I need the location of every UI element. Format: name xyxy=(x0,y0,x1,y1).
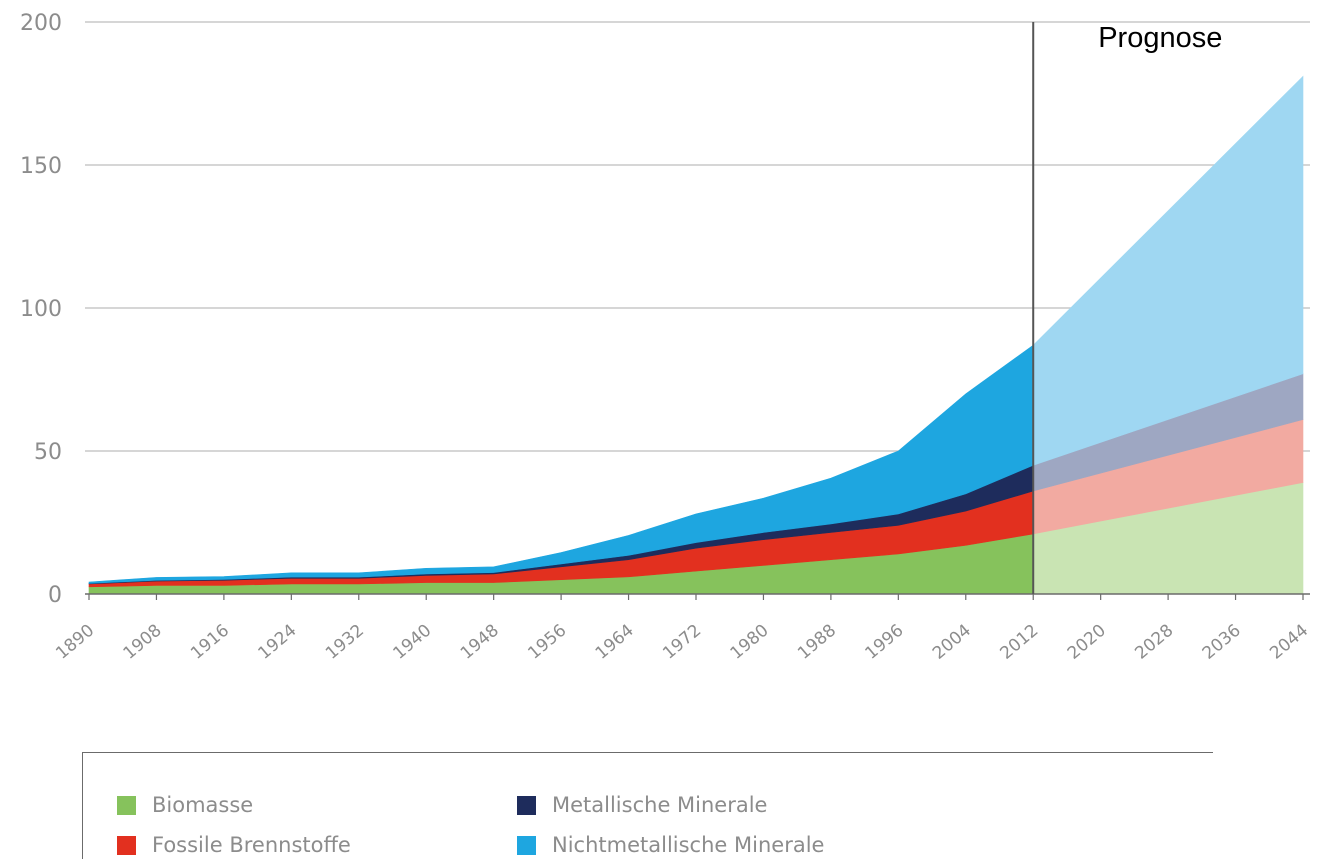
y-tick-label: 0 xyxy=(48,583,62,608)
legend-item-fossile-brennstoffe: Fossile Brennstoffe xyxy=(117,833,351,857)
x-tick-label: 2044 xyxy=(1266,621,1312,664)
x-tick-label: 1940 xyxy=(389,621,435,664)
x-tick-label: 2012 xyxy=(996,621,1042,664)
y-tick-label: 100 xyxy=(20,297,62,322)
x-tick-label: 2020 xyxy=(1064,621,1110,664)
x-axis-ticks: 1890 1908 1916 1924 1932 1940 1948 1956 1964 1972… xyxy=(52,621,1312,664)
legend-swatch-metallische-minerale xyxy=(517,795,536,815)
x-tick-label: 1932 xyxy=(322,621,368,664)
legend-label-metallische-minerale: Metallische Minerale xyxy=(552,793,768,817)
x-tick-label: 1956 xyxy=(524,621,570,664)
legend-item-nichtmetallische-minerale: Nichtmetallische Minerale xyxy=(517,833,824,857)
x-tick-label: 2004 xyxy=(929,621,975,664)
legend-item-biomasse: Biomasse xyxy=(117,793,253,817)
x-tick-label: 2036 xyxy=(1199,621,1245,664)
x-tick-label: 1988 xyxy=(794,621,840,664)
x-tick-label: 1996 xyxy=(862,621,908,664)
y-axis-ticks: 0 50 100 150 200 xyxy=(20,11,62,608)
legend-label-fossile-brennstoffe: Fossile Brennstoffe xyxy=(152,833,351,857)
x-tick-label: 1890 xyxy=(52,621,98,664)
legend-label-biomasse: Biomasse xyxy=(152,793,254,817)
legend: Biomasse Metallische Minerale Fossile Br… xyxy=(82,752,1213,859)
x-tick-label: 1972 xyxy=(659,621,705,664)
legend-item-metallische-minerale: Metallische Minerale xyxy=(517,793,767,817)
legend-label-nichtmetallische-minerale: Nichtmetallische Minerale xyxy=(552,833,825,857)
y-tick-label: 50 xyxy=(34,440,62,465)
legend-swatch-biomasse xyxy=(117,795,136,815)
legend-swatch-fossile-brennstoffe xyxy=(117,835,136,855)
x-tick-label: 2028 xyxy=(1131,621,1177,664)
forecast-annotation: Prognose xyxy=(1098,22,1222,54)
x-tick-label: 1908 xyxy=(120,621,166,664)
x-tick-label: 1964 xyxy=(592,621,638,664)
x-tick-label: 1948 xyxy=(457,621,503,664)
x-tick-label: 1980 xyxy=(727,621,773,664)
x-tick-label: 1924 xyxy=(255,621,301,664)
legend-swatch-nichtmetallische-minerale xyxy=(517,835,536,855)
x-tick-label: 1916 xyxy=(187,621,233,664)
y-tick-label: 200 xyxy=(20,11,62,36)
material-extraction-chart: 0 50 100 150 200 1890 1908 1916 1924 1932 1940 194… xyxy=(20,11,1312,664)
y-tick-label: 150 xyxy=(20,154,62,179)
axes xyxy=(85,593,1310,600)
stacked-areas xyxy=(88,75,1304,595)
